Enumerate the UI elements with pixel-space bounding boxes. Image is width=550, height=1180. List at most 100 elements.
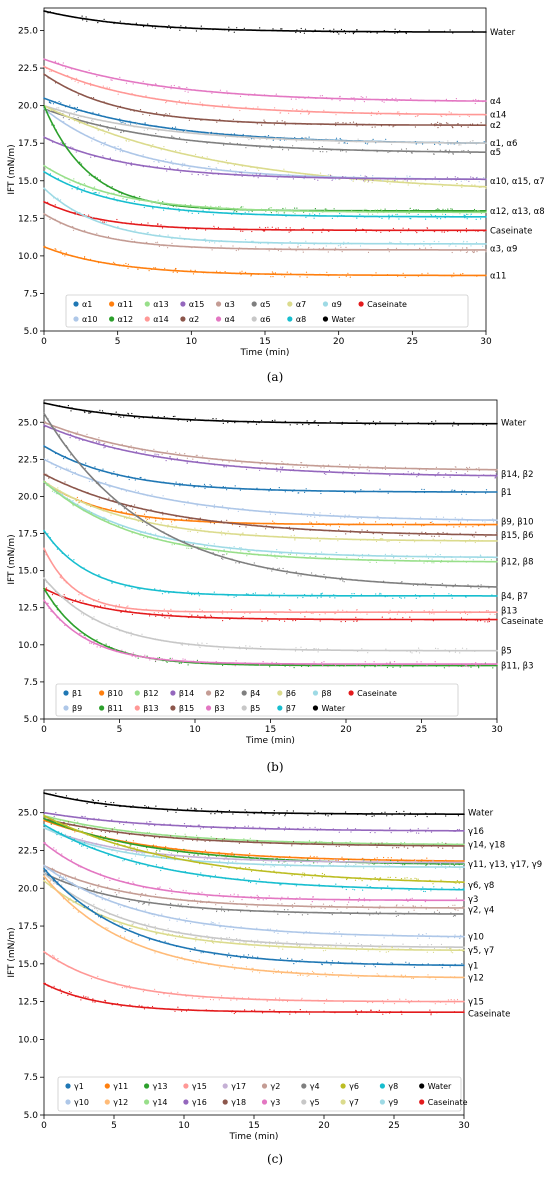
data-point — [88, 215, 89, 216]
data-point — [324, 210, 325, 211]
data-point — [74, 839, 75, 840]
data-point — [100, 873, 101, 874]
data-point — [449, 111, 450, 112]
data-point — [233, 119, 234, 120]
data-point — [142, 114, 143, 115]
data-point — [385, 975, 386, 976]
data-point — [115, 649, 116, 650]
data-point — [391, 889, 392, 890]
data-point — [97, 643, 98, 644]
data-point — [143, 417, 144, 418]
data-point — [309, 827, 310, 828]
data-point — [300, 467, 301, 468]
data-point — [329, 933, 330, 934]
data-point — [356, 420, 357, 421]
data-point — [487, 561, 488, 562]
data-point — [156, 933, 157, 934]
data-point — [134, 847, 135, 848]
data-point — [311, 522, 312, 523]
data-point — [379, 951, 380, 952]
data-point — [437, 842, 438, 843]
data-point — [279, 998, 280, 999]
data-point — [301, 858, 302, 859]
data-point — [96, 896, 97, 897]
data-point — [172, 934, 173, 935]
data-point — [364, 666, 365, 667]
data-point — [94, 892, 95, 893]
data-point — [48, 478, 49, 479]
data-point — [377, 212, 378, 213]
data-point — [285, 491, 286, 492]
data-point — [264, 213, 265, 214]
data-point — [65, 827, 66, 828]
data-point — [311, 124, 312, 125]
data-point — [452, 905, 453, 906]
data-point — [322, 151, 323, 152]
data-point — [337, 859, 338, 860]
data-point — [404, 179, 405, 180]
data-point — [319, 248, 320, 249]
data-point — [474, 210, 475, 211]
data-point — [346, 557, 347, 558]
data-point — [383, 857, 384, 858]
data-point — [326, 860, 327, 861]
data-point — [289, 176, 290, 177]
data-point — [70, 434, 71, 435]
data-point — [272, 943, 273, 944]
data-point — [158, 659, 159, 660]
data-point — [82, 838, 83, 839]
data-point — [119, 118, 120, 119]
data-point — [102, 469, 103, 470]
data-point — [188, 664, 189, 665]
data-point — [264, 535, 265, 536]
data-point — [121, 193, 122, 194]
data-point — [433, 620, 434, 621]
data-point — [53, 219, 54, 220]
data-point — [466, 231, 467, 232]
data-point — [404, 846, 405, 847]
data-point — [336, 138, 337, 139]
x-tick-label: 25 — [407, 337, 418, 347]
data-point — [301, 140, 302, 141]
data-point — [370, 879, 371, 880]
data-point — [356, 123, 357, 124]
data-point — [471, 184, 472, 185]
data-point — [340, 96, 341, 97]
data-point — [327, 648, 328, 649]
data-point — [132, 805, 133, 806]
data-point — [231, 214, 232, 215]
data-point — [410, 1001, 411, 1002]
data-point — [470, 124, 471, 125]
data-point — [325, 814, 326, 815]
data-point — [279, 596, 280, 597]
data-point — [360, 464, 361, 465]
data-point — [432, 151, 433, 152]
data-point — [204, 612, 205, 613]
data-point — [336, 844, 337, 845]
legend-marker — [109, 316, 114, 321]
data-point — [193, 837, 194, 838]
data-point — [282, 1000, 283, 1001]
data-point — [341, 857, 342, 858]
data-point — [355, 880, 356, 881]
data-point — [90, 412, 91, 413]
data-point — [115, 126, 116, 127]
data-point — [371, 812, 372, 813]
data-point — [62, 65, 63, 66]
data-point — [90, 83, 91, 84]
data-point — [123, 824, 124, 825]
data-point — [387, 523, 388, 524]
data-point — [192, 213, 193, 214]
legend-entry: α15 — [189, 300, 204, 309]
data-point — [234, 546, 235, 547]
data-point — [323, 248, 324, 249]
data-point — [202, 105, 203, 106]
data-point — [199, 519, 200, 520]
data-point — [52, 611, 53, 612]
data-point — [164, 88, 165, 89]
data-point — [78, 82, 79, 83]
data-point — [372, 140, 373, 141]
data-point — [421, 532, 422, 533]
data-point — [131, 413, 132, 414]
data-point — [280, 958, 281, 959]
